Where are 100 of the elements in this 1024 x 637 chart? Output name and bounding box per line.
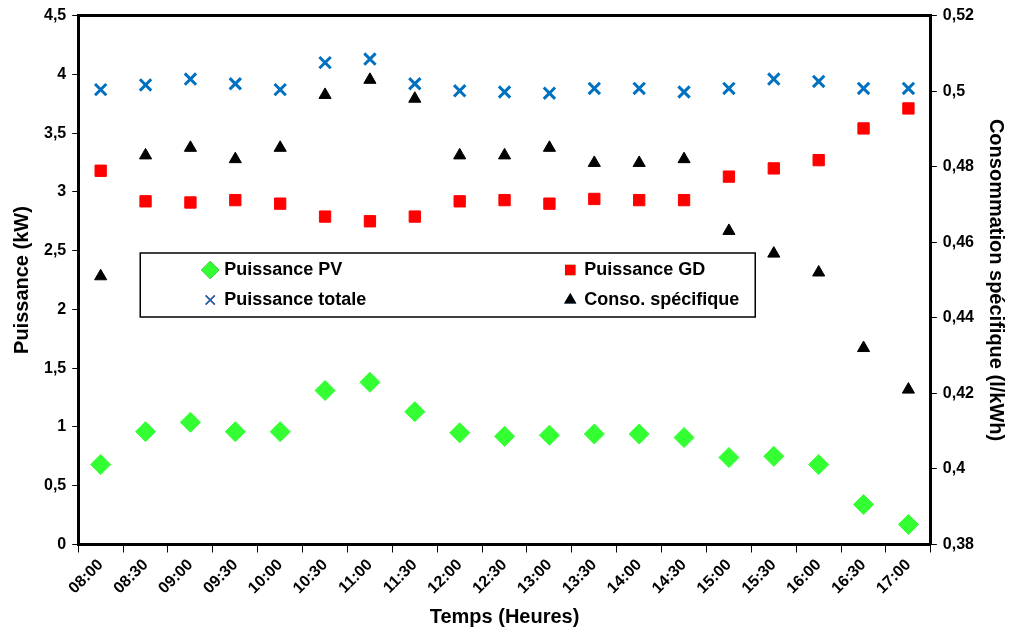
point (94, 268, 108, 281)
legend-label: Puissance totale (224, 289, 367, 310)
point (542, 140, 556, 152)
point (588, 192, 601, 206)
point (897, 514, 919, 536)
y-tick-label: 2,5 (43, 241, 67, 259)
point (538, 424, 560, 446)
point (269, 421, 291, 443)
point (224, 421, 246, 443)
point (628, 423, 650, 445)
point (138, 147, 153, 160)
point (766, 71, 781, 87)
point (856, 340, 871, 353)
point (811, 74, 826, 89)
y-tick-label: 1,5 (43, 358, 67, 376)
point (363, 215, 377, 228)
point (404, 401, 426, 423)
point (183, 71, 198, 87)
point (138, 77, 153, 93)
point (314, 380, 336, 402)
y-tick-label: 4,5 (43, 6, 67, 24)
point (228, 151, 242, 164)
point (676, 84, 692, 100)
y-tick-label: 4 (57, 64, 67, 82)
point (722, 170, 736, 183)
point (722, 223, 736, 235)
point (408, 210, 421, 223)
point (449, 422, 471, 444)
y2-tick-label: 0,38 (942, 534, 975, 552)
x-axis-title: Temps (Heures) (429, 604, 580, 627)
y2-tick-label: 0,44 (942, 308, 975, 326)
point (494, 425, 516, 447)
point (317, 55, 333, 70)
point (179, 411, 201, 433)
point (318, 87, 332, 99)
point (90, 454, 112, 476)
y-axis-title: Puissance (kW) (9, 206, 32, 354)
point (901, 81, 916, 96)
point (718, 447, 740, 469)
point (497, 84, 512, 100)
y2-tick-label: 0,46 (942, 232, 975, 250)
point (633, 193, 646, 207)
point (808, 454, 830, 476)
point (721, 81, 737, 96)
point (93, 82, 108, 97)
point (901, 382, 915, 394)
point (408, 91, 422, 103)
point (853, 494, 875, 516)
point (228, 76, 243, 91)
point (452, 83, 467, 98)
point (497, 147, 512, 160)
point (318, 210, 332, 223)
point (273, 140, 287, 152)
point (812, 154, 825, 167)
point (857, 122, 870, 135)
point (632, 81, 647, 96)
point (583, 423, 605, 445)
point (229, 193, 242, 207)
point (902, 102, 915, 115)
y-tick-label: 2 (57, 299, 67, 317)
point (587, 81, 602, 96)
y2-tick-label: 0,42 (942, 383, 975, 401)
point (183, 140, 197, 152)
y2-tick-label: 0,48 (942, 157, 975, 175)
point (453, 147, 467, 160)
y-tick-label: 0 (57, 534, 67, 552)
point (498, 193, 511, 207)
point (763, 445, 785, 467)
point (135, 421, 157, 443)
y2-tick-label: 0,4 (942, 459, 966, 477)
legend-label: Puissance GD (584, 259, 706, 280)
point (273, 82, 288, 97)
point (542, 86, 557, 101)
point (673, 427, 695, 449)
point (632, 155, 646, 167)
point (139, 195, 152, 208)
point (677, 193, 691, 207)
y2-tick-label: 0,52 (942, 6, 975, 24)
y-tick-label: 3,5 (43, 123, 67, 141)
point (363, 72, 377, 84)
point (274, 197, 287, 210)
point (812, 264, 826, 277)
point (94, 164, 107, 177)
point (184, 196, 197, 209)
point (677, 151, 691, 164)
y2-axis-title: Consommation spécifique (l/kWh) (986, 118, 1009, 442)
y-tick-label: 0,5 (43, 476, 67, 494)
point (453, 195, 466, 208)
y2-tick-label: 0,5 (942, 81, 966, 99)
point (362, 51, 378, 67)
point (359, 371, 381, 393)
point (856, 81, 871, 96)
point (767, 162, 780, 175)
point (767, 246, 781, 258)
y-tick-label: 1 (57, 417, 67, 435)
point (543, 197, 556, 210)
legend-label: Puissance PV (224, 259, 343, 280)
point (407, 76, 422, 91)
y-tick-label: 3 (57, 182, 67, 200)
point (587, 155, 601, 167)
